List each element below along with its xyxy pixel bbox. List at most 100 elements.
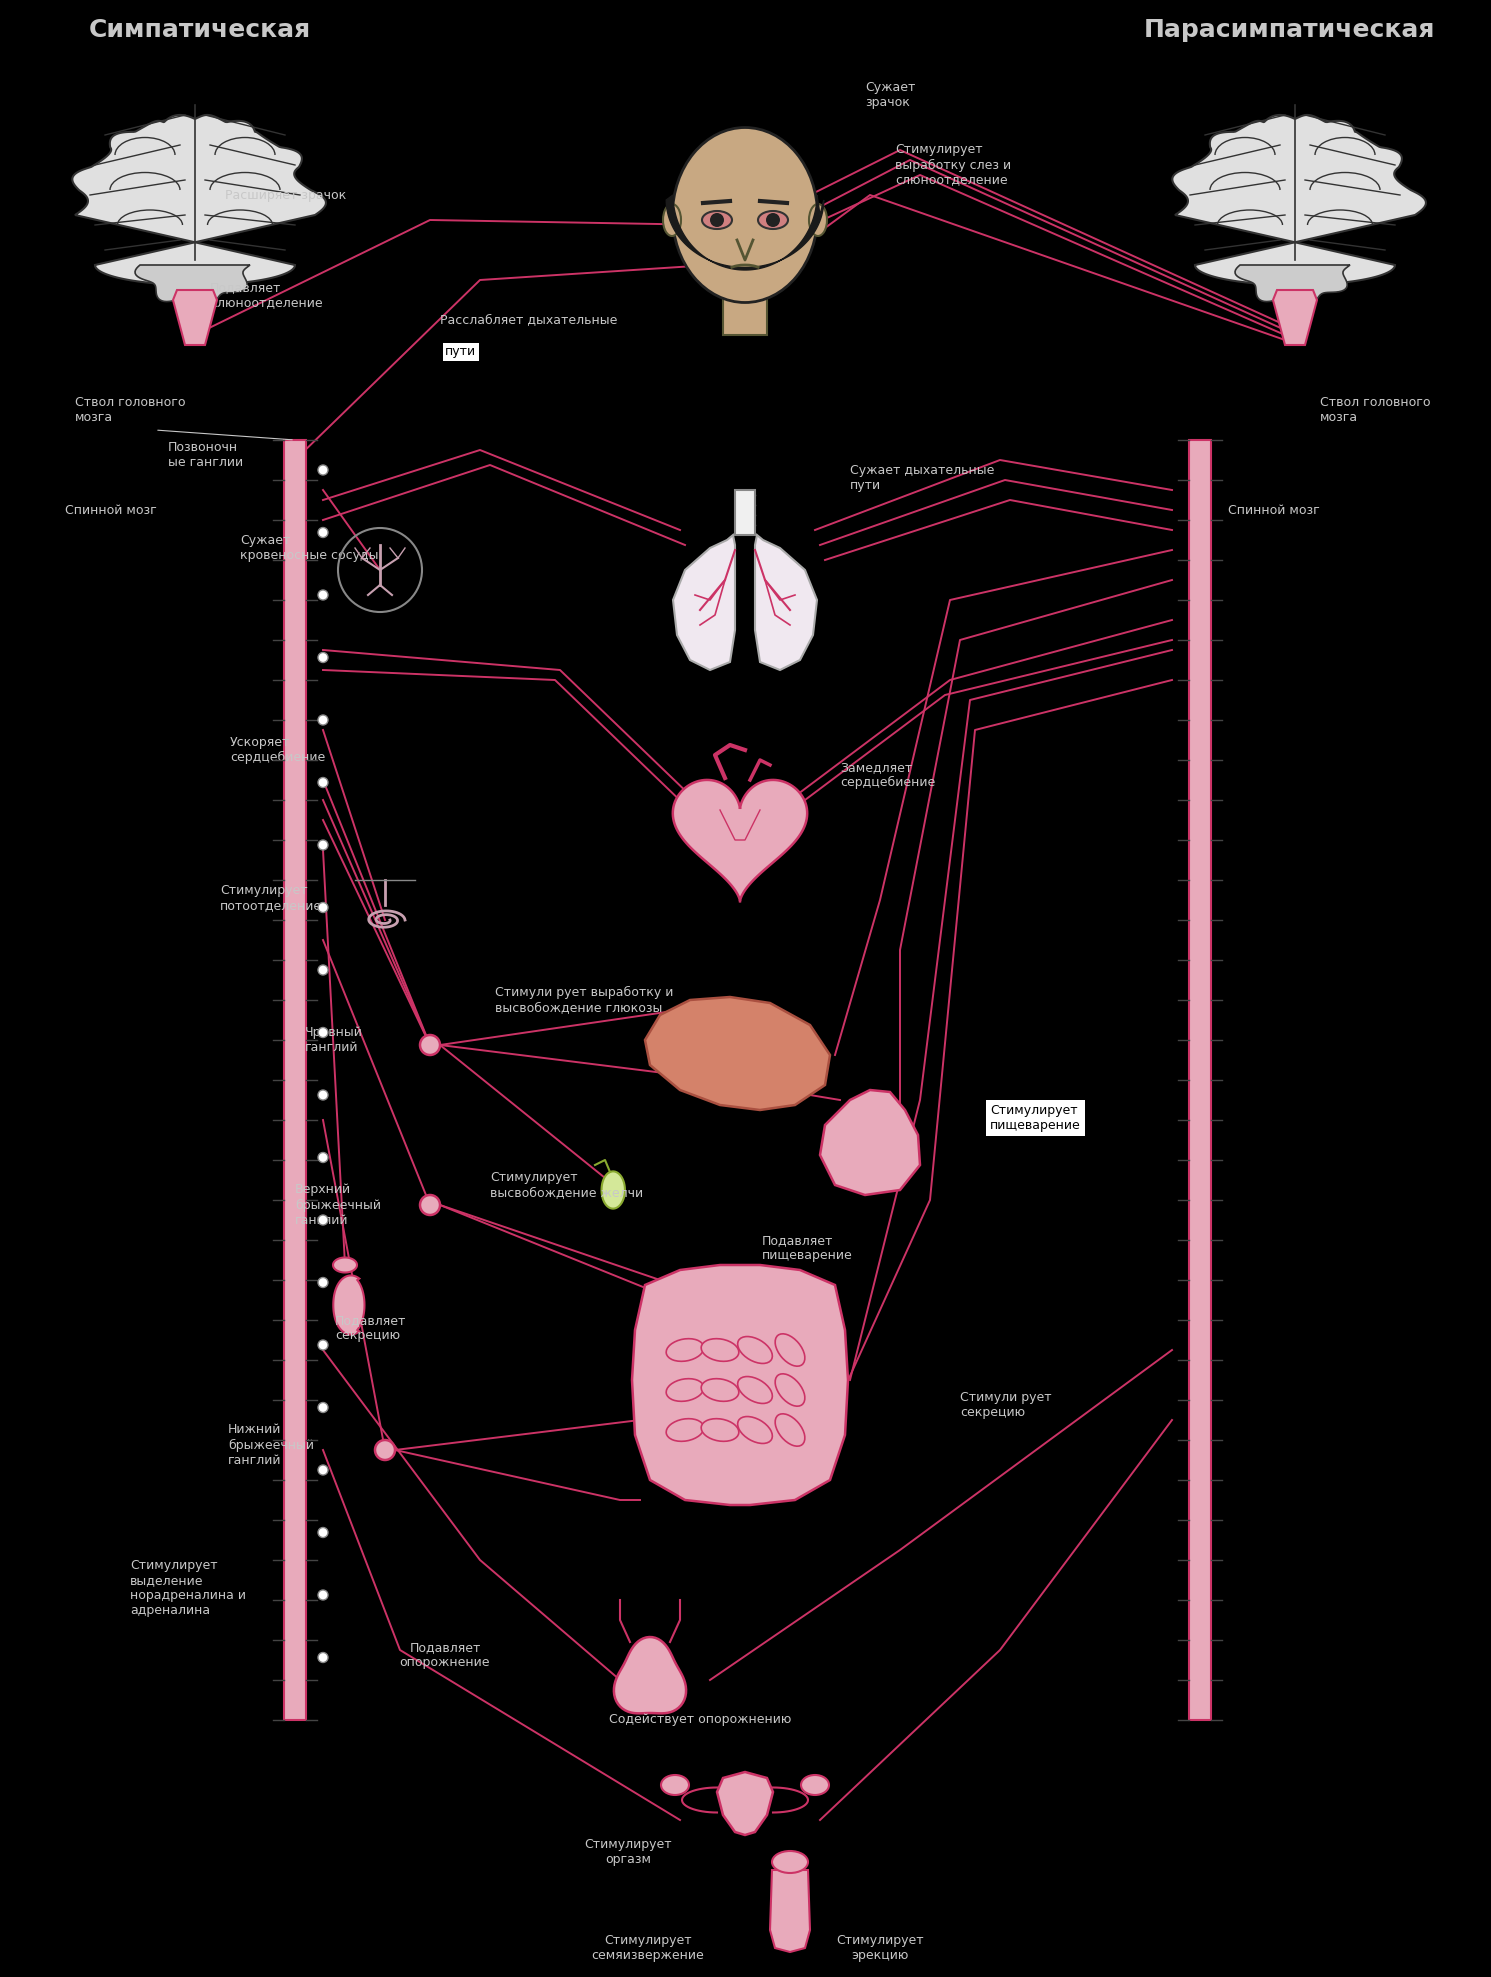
Circle shape [710,214,725,227]
Polygon shape [769,1870,810,1951]
Text: Сужает
кровеносные сосуды: Сужает кровеносные сосуды [240,534,379,561]
Ellipse shape [801,1775,829,1795]
Circle shape [318,1528,328,1538]
Text: Стимулирует
выработку слез и
слюноотделение: Стимулирует выработку слез и слюноотделе… [895,144,1011,186]
Circle shape [318,1153,328,1162]
Polygon shape [283,441,306,1720]
Text: Ускоряет
сердцебиение: Ускоряет сердцебиение [230,735,325,763]
Text: Стимулирует
оргазм: Стимулирует оргазм [584,1839,672,1866]
Text: Сужает
зрачок: Сужает зрачок [865,81,915,109]
Polygon shape [136,265,250,306]
Ellipse shape [738,1418,772,1443]
Text: Подавляет
пищеварение: Подавляет пищеварение [762,1234,853,1261]
Text: Расширяет зрачок: Расширяет зрачок [225,188,346,202]
Polygon shape [723,287,766,334]
Ellipse shape [775,1334,805,1366]
Text: Парасимпатическая: Парасимпатическая [1144,18,1436,42]
Circle shape [318,777,328,787]
Polygon shape [1273,291,1317,346]
Ellipse shape [666,1378,704,1402]
Circle shape [420,1036,440,1056]
Circle shape [318,1590,328,1599]
Ellipse shape [666,1419,704,1441]
Polygon shape [1172,115,1425,285]
Circle shape [318,1028,328,1038]
Text: Ствол головного
мозга: Ствол головного мозга [1320,395,1430,423]
Circle shape [318,716,328,726]
Text: Стимули рует выработку и
высвобождение глюкозы: Стимули рует выработку и высвобождение г… [495,987,674,1014]
Polygon shape [632,1265,848,1504]
Circle shape [318,589,328,599]
Ellipse shape [701,1338,740,1362]
Ellipse shape [663,204,681,235]
Polygon shape [666,196,823,271]
Circle shape [420,1194,440,1216]
Ellipse shape [666,1338,704,1362]
Polygon shape [820,1089,920,1194]
Text: Расслабляет дыхательные: Расслабляет дыхательные [440,314,617,326]
Text: Спинной мозг: Спинной мозг [1229,504,1320,516]
Polygon shape [1235,265,1349,306]
Text: Подавляет
опорожнение: Подавляет опорожнение [400,1641,491,1669]
Ellipse shape [672,127,817,302]
Ellipse shape [757,212,789,229]
Text: Стимули рует
секрецию: Стимули рует секрецию [960,1392,1051,1419]
Circle shape [318,1465,328,1475]
Text: Стимулирует
потоотделение: Стимулирует потоотделение [221,884,322,911]
Polygon shape [646,996,830,1109]
Circle shape [318,1340,328,1350]
Circle shape [318,465,328,474]
Text: Сужает дыхательные
пути: Сужает дыхательные пути [850,465,994,492]
Ellipse shape [701,1378,740,1402]
Circle shape [318,902,328,913]
Ellipse shape [738,1336,772,1364]
Circle shape [318,1216,328,1226]
Polygon shape [334,1275,364,1334]
Circle shape [318,652,328,662]
Text: Стимулирует
пищеварение: Стимулирует пищеварение [990,1103,1081,1133]
Polygon shape [672,536,735,670]
Circle shape [318,840,328,850]
Text: Верхний
брыжеечный
ганглий: Верхний брыжеечный ганглий [295,1184,382,1226]
Circle shape [318,1402,328,1412]
Ellipse shape [701,1419,740,1441]
Circle shape [318,1089,328,1099]
Text: Замедляет
сердцебиение: Замедляет сердцебиение [839,761,935,789]
Ellipse shape [775,1414,805,1447]
Circle shape [318,1653,328,1663]
Circle shape [318,528,328,538]
Polygon shape [614,1637,686,1714]
Ellipse shape [702,212,732,229]
Circle shape [318,965,328,975]
Text: Стимулирует
выделение
норадреналина и
адреналина: Стимулирует выделение норадреналина и ад… [130,1560,246,1617]
Polygon shape [1188,441,1211,1720]
Polygon shape [735,490,754,536]
Text: Стимулирует
высвобождение желчи: Стимулирует высвобождение желчи [491,1170,643,1198]
Text: пути: пути [444,346,476,358]
Polygon shape [672,781,807,902]
Text: Нижний
брыжеечный
ганглий: Нижний брыжеечный ганглий [228,1423,315,1467]
Text: Содействует опорожнению: Содействует опорожнению [608,1714,792,1726]
Text: Стимулирует
эрекцию: Стимулирует эрекцию [836,1934,924,1961]
Text: Спинной мозг: Спинной мозг [66,504,157,516]
Ellipse shape [772,1850,808,1872]
Circle shape [318,1277,328,1287]
Polygon shape [754,536,817,670]
Circle shape [376,1439,395,1459]
Ellipse shape [810,204,828,235]
Polygon shape [717,1771,772,1835]
Ellipse shape [738,1376,772,1404]
Ellipse shape [775,1374,805,1406]
Text: Подавляет
секрецию: Подавляет секрецию [335,1315,407,1342]
Polygon shape [73,115,327,285]
Polygon shape [173,291,218,346]
Text: Стимулирует
семяизвержение: Стимулирует семяизвержение [592,1934,704,1961]
Text: Ствол головного
мозга: Ствол головного мозга [75,395,185,423]
Polygon shape [332,1257,356,1273]
Text: Подавляет
слюноотделение: Подавляет слюноотделение [210,281,322,308]
Circle shape [766,214,780,227]
Ellipse shape [661,1775,689,1795]
Text: Позвоночн
ые ганглии: Позвоночн ые ганглии [168,441,243,469]
Text: Симпатическая: Симпатическая [89,18,312,42]
Polygon shape [601,1172,625,1208]
